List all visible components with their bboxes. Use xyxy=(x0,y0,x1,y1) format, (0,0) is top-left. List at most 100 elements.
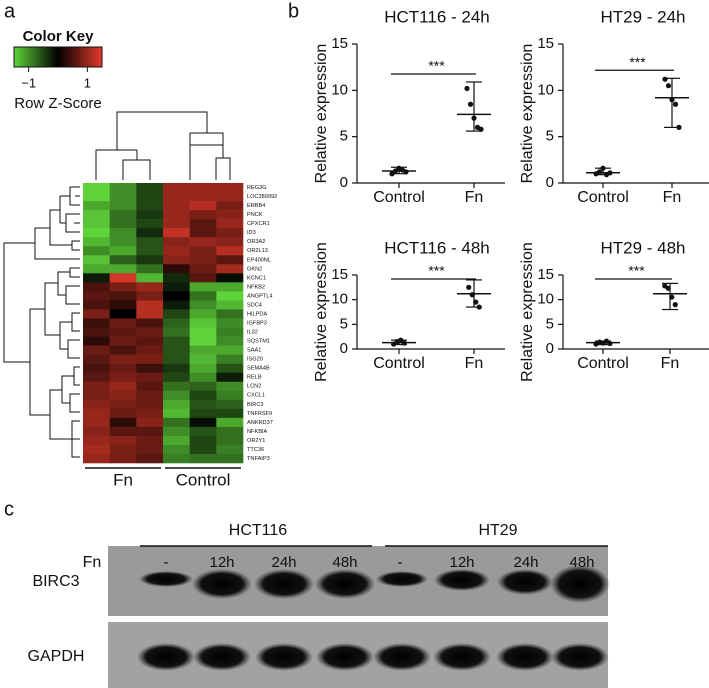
heatmap-cell xyxy=(216,444,244,455)
heatmap-cell xyxy=(163,444,190,455)
heatmap-cell xyxy=(163,426,190,437)
x-tick-label: Control xyxy=(373,189,425,206)
y-tick-label: 0 xyxy=(340,340,348,357)
label-box xyxy=(16,564,100,600)
heatmap-cell xyxy=(83,210,110,220)
heatmap-cell xyxy=(136,219,164,229)
row-label: EP400NL xyxy=(247,257,271,263)
heatmap-cell xyxy=(136,408,164,419)
color-key-bar xyxy=(13,46,103,68)
heatmap-cell xyxy=(216,372,244,383)
heatmap-cell xyxy=(189,426,217,437)
heatmap-cell xyxy=(136,399,164,410)
heatmap-cell xyxy=(109,336,137,346)
heatmap-cell xyxy=(163,210,190,220)
row-label: OR2Y1 xyxy=(247,438,265,444)
heatmap-cell xyxy=(83,345,110,355)
heatmap-cell xyxy=(83,372,110,383)
heatmap-cell xyxy=(136,309,164,319)
heatmap-cell xyxy=(109,444,137,455)
heatmap-cell xyxy=(109,390,137,401)
heatmap-cell xyxy=(136,300,164,310)
heatmap-cell xyxy=(216,417,244,428)
heatmap-cell xyxy=(163,318,190,328)
heatmap-cell xyxy=(83,318,110,328)
heatmap-cell xyxy=(83,390,110,401)
heatmap-cell xyxy=(83,327,110,337)
heatmap-cell xyxy=(109,291,137,301)
heatmap-cell xyxy=(109,372,137,383)
heatmap-cell xyxy=(83,201,110,211)
significance-label: *** xyxy=(629,54,646,70)
heatmap-cell xyxy=(189,345,217,355)
heatmap-cell xyxy=(83,255,110,265)
lane-label: 48h xyxy=(332,554,357,571)
heatmap-cell xyxy=(83,408,110,419)
data-point xyxy=(600,165,606,171)
heatmap-cell xyxy=(136,435,164,446)
heatmap-cell xyxy=(189,390,217,401)
heatmap-cell xyxy=(136,201,164,211)
row-label: TTC36 xyxy=(247,447,264,453)
lane-label: 24h xyxy=(271,554,296,571)
heatmap-cell xyxy=(136,228,164,238)
y-tick-label: 10 xyxy=(331,81,348,98)
y-tick-label: 15 xyxy=(537,266,554,283)
heatmap-cell xyxy=(189,399,217,410)
heatmap-cell xyxy=(189,219,217,229)
heatmap-cell xyxy=(216,255,244,265)
row-label: ANGPTL4 xyxy=(247,293,273,299)
heatmap-cell xyxy=(189,318,217,328)
y-tick-label: 10 xyxy=(331,291,348,308)
heatmap-cell xyxy=(136,345,164,355)
chart-title: HCT116 - 48h xyxy=(384,238,490,257)
color-key-tick-label: −1 xyxy=(21,75,36,90)
lane-label: - xyxy=(164,554,169,571)
heatmap-cell xyxy=(109,282,137,292)
cell-line-label: HT29 xyxy=(478,522,517,539)
heatmap-cell xyxy=(216,408,244,419)
heatmap-cell xyxy=(163,435,190,446)
heatmap-cell xyxy=(136,255,164,265)
heatmap-cell xyxy=(163,336,190,346)
data-point xyxy=(662,76,668,82)
heatmap-cell xyxy=(83,399,110,410)
heatmap-cell xyxy=(163,300,190,310)
heatmap-cell xyxy=(216,327,244,337)
data-point xyxy=(607,170,613,176)
color-key-label: Row Z-Score xyxy=(14,95,102,112)
color-key-tick-label: 1 xyxy=(84,75,91,90)
heatmap-cell xyxy=(216,426,244,437)
heatmap-cell xyxy=(216,435,244,446)
data-point xyxy=(473,299,479,305)
heatmap-cell xyxy=(189,381,217,392)
heatmap-cell xyxy=(136,336,164,346)
x-tick-label: Fn xyxy=(465,355,484,372)
heatmap-cell xyxy=(189,435,217,446)
heatmap-cell xyxy=(83,381,110,392)
row-label: CPXCR1 xyxy=(247,221,270,227)
heatmap-cell xyxy=(163,345,190,355)
heatmap-cell xyxy=(163,417,190,428)
row-label: ANKRD37 xyxy=(247,420,273,426)
heatmap-cell xyxy=(163,219,190,229)
heatmap-cell xyxy=(216,345,244,355)
heatmap-cell xyxy=(83,192,110,202)
row-label: SQSTM1 xyxy=(247,339,270,345)
heatmap-cell xyxy=(109,399,137,410)
row-label: LOC389992 xyxy=(247,194,277,200)
heatmap-cell xyxy=(109,228,137,238)
heatmap-cell xyxy=(109,354,137,364)
heatmap-cell xyxy=(136,318,164,328)
y-axis-label: Relative expression xyxy=(313,242,330,382)
data-point xyxy=(676,124,682,130)
heatmap-cell xyxy=(83,417,110,428)
heatmap-cell xyxy=(109,300,137,310)
row-label: SEMA4B xyxy=(247,366,270,372)
heatmap-cell xyxy=(83,363,110,373)
heatmap-cell xyxy=(109,183,137,193)
heatmap-cell xyxy=(136,453,164,464)
heatmap-cell xyxy=(216,318,244,328)
data-point xyxy=(403,169,409,175)
